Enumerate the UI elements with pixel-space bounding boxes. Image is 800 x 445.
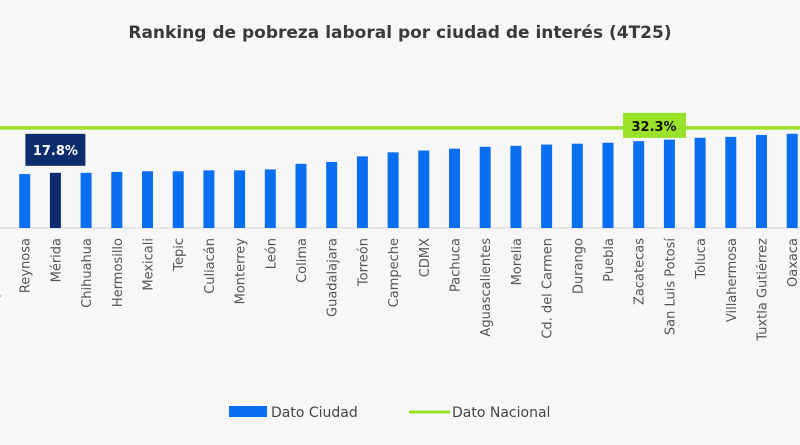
bar-durango	[571, 143, 583, 228]
bar-colima	[295, 163, 307, 228]
bar-zacatecas	[633, 141, 645, 228]
bar-guadalajara	[326, 161, 338, 228]
bar-pachuca	[449, 148, 460, 228]
svg-text:32.3%: 32.3%	[631, 120, 676, 135]
legend-label-nacional: Dato Nacional	[452, 405, 550, 421]
x-tick-label: Durango	[571, 238, 586, 294]
x-tick-label: Culiacán	[203, 238, 218, 294]
x-tick-label: Oaxaca	[786, 238, 800, 287]
bar-hermosillo	[111, 171, 123, 228]
x-tick-label: Pachuca	[449, 238, 464, 292]
x-tick-label: Tuxtla Gutiérrez	[756, 238, 771, 342]
x-tick-label: Mérida	[49, 238, 64, 282]
bar-cdmx	[418, 150, 430, 228]
bar-aguascalientes	[479, 146, 491, 228]
bar-campeche	[387, 152, 399, 228]
x-tick-label: Villahermosa	[725, 238, 740, 322]
x-tick-label: Aguascalientes	[479, 238, 494, 337]
x-tick-label: Morelia	[510, 238, 525, 285]
bar-torre-n	[356, 156, 368, 228]
national-label: 32.3%	[623, 112, 687, 138]
bar-toluca	[694, 137, 706, 228]
bar-villahermosa	[725, 136, 737, 228]
bar-culiac-n	[203, 170, 215, 228]
x-tick-label: Mexicali	[142, 238, 157, 291]
x-tick-label: Hermosillo	[111, 238, 126, 307]
bar-tepic	[172, 171, 184, 228]
bar-san-luis-potos-	[663, 139, 675, 228]
x-tick-label: Reynosa	[19, 238, 34, 293]
x-tick-label: Puebla	[602, 238, 617, 282]
bar-tuxtla-guti-rrez	[756, 135, 767, 228]
bar-chihuahua	[80, 172, 92, 228]
x-tick-label: Chihuahua	[80, 238, 95, 308]
bar-reynosa	[19, 174, 31, 228]
bar-cd-del-carmen	[541, 144, 553, 228]
x-tick-label: Tepic	[172, 238, 187, 272]
bar-le-n	[264, 169, 276, 228]
x-tick-label: Colima	[295, 238, 310, 283]
x-tick-label: Cd. del Carmen	[541, 238, 556, 339]
bar-mexicali	[142, 171, 153, 228]
bar-m-rida	[49, 172, 61, 228]
bar-oaxaca	[786, 133, 798, 228]
x-tick-label: Toluca	[694, 238, 709, 280]
x-tick-label: Zacatecas	[633, 238, 648, 305]
highlight-label: 17.8%	[25, 133, 86, 166]
chart-title: Ranking de pobreza laboral por ciudad de…	[128, 23, 671, 43]
x-tick-label: Torreón	[356, 238, 371, 287]
x-tick-label: CDMX	[418, 238, 433, 277]
x-tick-label: León	[264, 238, 279, 269]
bar-puebla	[602, 142, 614, 228]
x-tick-label: Campeche	[387, 238, 402, 307]
bar-monterrey	[234, 170, 246, 228]
x-tick-label: San Luis Potosí	[663, 238, 678, 336]
x-tick-label: Guadalajara	[326, 238, 341, 317]
legend-swatch-ciudad	[229, 406, 267, 417]
legend-label-ciudad: Dato Ciudad	[271, 405, 358, 421]
svg-text:17.8%: 17.8%	[33, 144, 78, 159]
x-tick-label: Querétaro	[0, 238, 3, 304]
legend: Dato Ciudad Dato Nacional	[229, 405, 550, 421]
bar-morelia	[510, 145, 522, 228]
x-tick-label: Monterrey	[234, 238, 249, 305]
